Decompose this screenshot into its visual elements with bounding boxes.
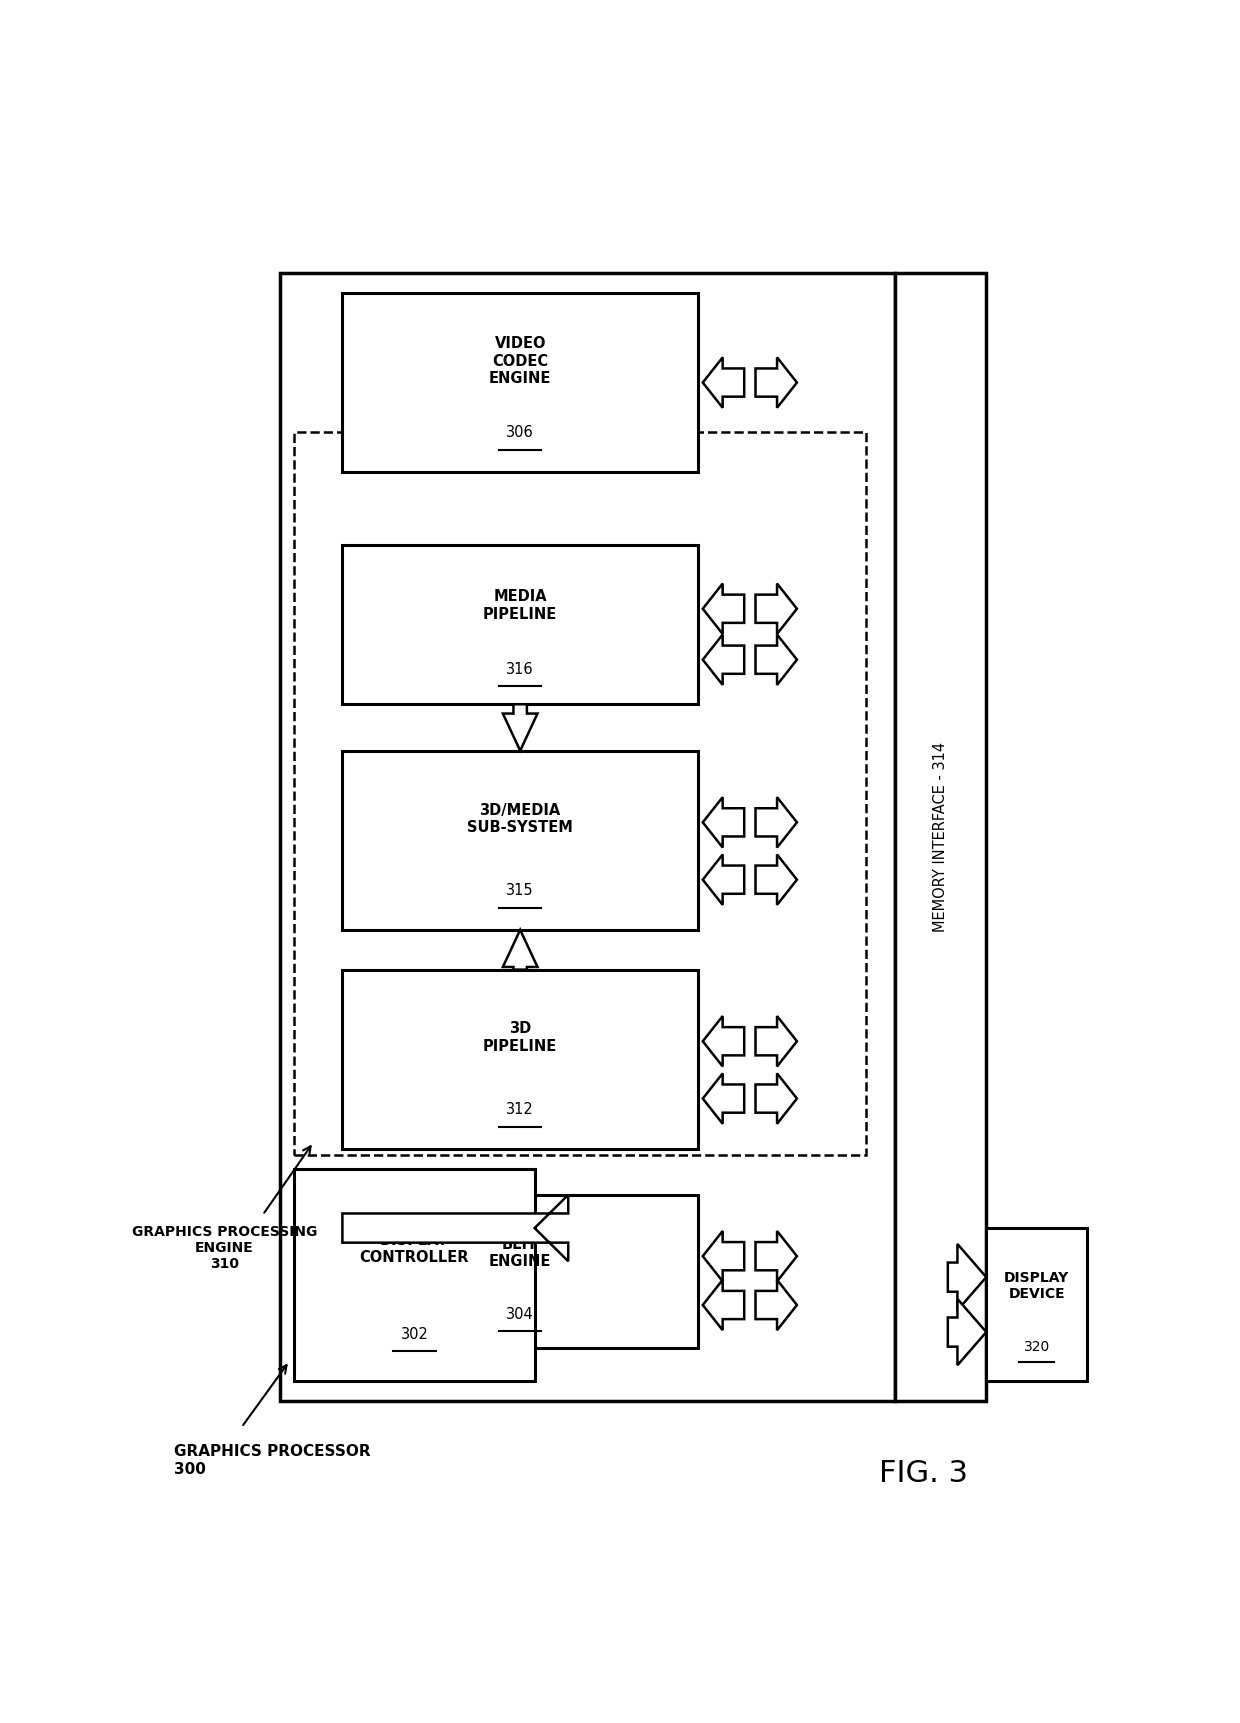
Text: 316: 316 — [506, 662, 534, 677]
Bar — [294, 432, 866, 1156]
Text: 302: 302 — [401, 1327, 428, 1342]
Polygon shape — [703, 584, 744, 634]
Bar — [342, 544, 698, 705]
Text: DISPLAY
DEVICE: DISPLAY DEVICE — [1004, 1272, 1069, 1301]
Polygon shape — [755, 1230, 797, 1282]
Polygon shape — [503, 930, 537, 970]
Polygon shape — [755, 798, 797, 848]
Bar — [342, 1196, 698, 1347]
Polygon shape — [755, 634, 797, 686]
Polygon shape — [703, 1230, 744, 1282]
Polygon shape — [755, 584, 797, 634]
Bar — [895, 272, 986, 1401]
Polygon shape — [503, 705, 537, 751]
Bar — [280, 272, 895, 1401]
Bar — [294, 1168, 534, 1380]
Text: FIG. 3: FIG. 3 — [879, 1459, 968, 1489]
Bar — [342, 751, 698, 930]
Text: GRAPHICS PROCESSOR
300: GRAPHICS PROCESSOR 300 — [174, 1444, 371, 1477]
Polygon shape — [703, 357, 744, 408]
Polygon shape — [703, 798, 744, 848]
Text: 315: 315 — [506, 882, 534, 898]
Bar — [342, 293, 698, 472]
Bar — [342, 970, 698, 1149]
Polygon shape — [755, 1017, 797, 1067]
Bar — [986, 1228, 1087, 1380]
Polygon shape — [342, 1194, 568, 1261]
Text: 3D
PIPELINE: 3D PIPELINE — [484, 1022, 557, 1054]
Polygon shape — [755, 855, 797, 905]
Polygon shape — [755, 1073, 797, 1123]
Text: 312: 312 — [506, 1101, 534, 1117]
Polygon shape — [755, 357, 797, 408]
Polygon shape — [947, 1299, 986, 1365]
Polygon shape — [755, 1280, 797, 1330]
Text: GRAPHICS PROCESSING
ENGINE
310: GRAPHICS PROCESSING ENGINE 310 — [131, 1225, 317, 1272]
Polygon shape — [703, 634, 744, 686]
Polygon shape — [703, 1073, 744, 1123]
Polygon shape — [703, 1017, 744, 1067]
Text: BLIT
ENGINE: BLIT ENGINE — [489, 1237, 552, 1270]
Text: 306: 306 — [506, 426, 534, 439]
Text: 320: 320 — [1023, 1340, 1050, 1354]
Polygon shape — [947, 1244, 986, 1309]
Text: 304: 304 — [506, 1306, 534, 1322]
Text: 3D/MEDIA
SUB-SYSTEM: 3D/MEDIA SUB-SYSTEM — [467, 803, 573, 836]
Text: DISPLAY
CONTROLLER: DISPLAY CONTROLLER — [360, 1234, 469, 1265]
Polygon shape — [703, 855, 744, 905]
Text: MEMORY INTERFACE - 314: MEMORY INTERFACE - 314 — [934, 743, 949, 932]
Text: VIDEO
CODEC
ENGINE: VIDEO CODEC ENGINE — [489, 336, 552, 386]
Text: MEDIA
PIPELINE: MEDIA PIPELINE — [484, 589, 557, 622]
Polygon shape — [703, 1280, 744, 1330]
